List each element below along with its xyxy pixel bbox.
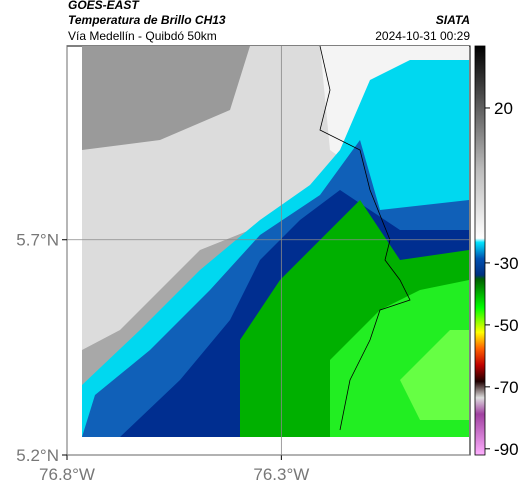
- lat-label: 5.2°N: [16, 446, 59, 465]
- colorbar: [474, 45, 486, 456]
- colorbar-label: -30: [494, 254, 519, 273]
- border: [319, 45, 411, 431]
- colorbar-label: -70: [494, 378, 519, 397]
- title: GOES-EAST: [68, 0, 140, 12]
- region: Vía Medellín - Quibdó 50km: [68, 29, 217, 43]
- lon-label: 76.3°W: [253, 465, 309, 484]
- source: SIATA: [436, 13, 470, 27]
- map-field: [82, 46, 469, 437]
- colorbar-label: -50: [494, 316, 519, 335]
- colorbar-label: -90: [494, 440, 519, 459]
- datetime: 2024-10-31 00:29: [375, 29, 470, 43]
- lon-label: 76.8°W: [39, 465, 95, 484]
- colorbar-label: 20: [494, 99, 513, 118]
- lat-label: 5.7°N: [16, 231, 59, 250]
- subtitle: Temperatura de Brillo CH13: [68, 13, 226, 27]
